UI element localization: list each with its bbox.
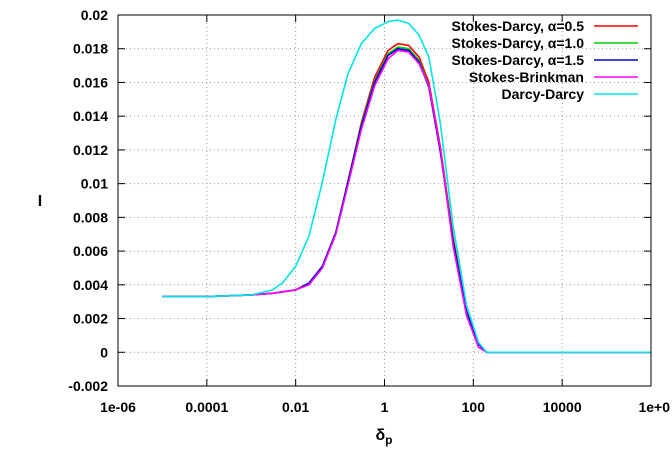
x-axis-label-subscript: p	[385, 433, 392, 447]
y-tick-label: 0.012	[73, 142, 108, 158]
y-tick-label: 0.004	[73, 277, 108, 293]
x-tick-label: 1e-06	[100, 399, 136, 415]
x-tick-label: 0.0001	[185, 399, 228, 415]
x-tick-label: 1	[381, 399, 389, 415]
x-tick-label: 10000	[543, 399, 582, 415]
y-tick-label: -0.002	[68, 378, 108, 394]
x-axis-label: δp	[375, 427, 392, 447]
y-tick-label: 0.01	[81, 176, 108, 192]
y-tick-label: 0.008	[73, 209, 108, 225]
axis-labels: I δp	[38, 193, 393, 447]
y-tick-label: 0.016	[73, 74, 108, 90]
x-tick-label: 0.01	[282, 399, 309, 415]
axis-ticks: 1e-06 0.0001 0.01 1 100 10000 1e+0 -0.002 0 0.002…	[68, 7, 670, 415]
x-axis-label-main: δ	[375, 427, 385, 444]
series-line-5	[162, 19, 651, 354]
y-tick-label: 0.014	[73, 108, 108, 124]
legend-label: Darcy-Darcy	[502, 86, 585, 102]
x-tick-label: 100	[462, 399, 486, 415]
legend-label: Stokes-Darcy, α=0.5	[452, 18, 585, 34]
legend-label: Stokes-Darcy, α=1.5	[452, 52, 585, 68]
y-axis-label: I	[38, 193, 42, 210]
y-tick-label: 0.002	[73, 311, 108, 327]
legend-label: Stokes-Brinkman	[469, 69, 584, 85]
y-tick-label: 0.006	[73, 243, 108, 259]
legend-label: Stokes-Darcy, α=1.0	[452, 35, 585, 51]
y-tick-label: 0.018	[73, 41, 108, 57]
y-tick-label: 0	[100, 344, 108, 360]
y-tick-label: 0.02	[81, 7, 108, 23]
plot-frame	[117, 14, 652, 387]
x-tick-label: 1e+0	[638, 399, 670, 415]
series-lines	[162, 19, 651, 354]
series-line-4	[162, 49, 651, 354]
